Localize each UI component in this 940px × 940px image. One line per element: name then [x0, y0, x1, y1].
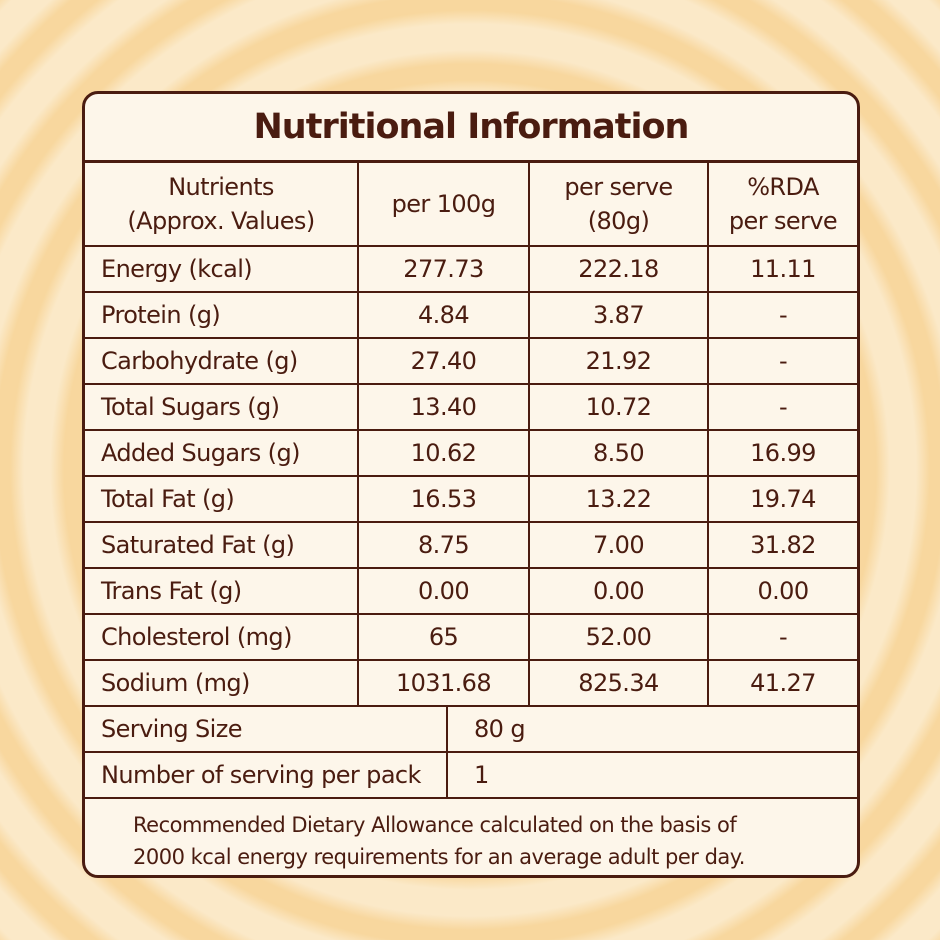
nutrient-name: Sodium (mg)	[85, 659, 359, 707]
serving-size-row: Serving Size 80 g	[85, 707, 857, 753]
value-rda: -	[707, 291, 857, 339]
table-header-row: Nutrients (Approx. Values) per 100g per …	[85, 163, 857, 247]
nutrient-name: Trans Fat (g)	[85, 567, 359, 615]
value-rda: 0.00	[707, 567, 857, 615]
header-per-100g-line1: per 100g	[391, 190, 496, 218]
header-rda-line1: %RDA	[747, 173, 819, 201]
value-rda: -	[707, 383, 857, 431]
header-nutrients: Nutrients (Approx. Values)	[85, 163, 359, 247]
nutrient-name: Energy (kcal)	[85, 245, 359, 293]
value-per-100g: 4.84	[357, 291, 530, 339]
nutrient-name: Cholesterol (mg)	[85, 613, 359, 661]
nutrient-name: Carbohydrate (g)	[85, 337, 359, 385]
value-per-100g: 65	[357, 613, 530, 661]
value-per-100g: 277.73	[357, 245, 530, 293]
value-rda: -	[707, 613, 857, 661]
header-rda-line2: per serve	[728, 207, 838, 235]
servings-per-pack-label: Number of serving per pack	[85, 752, 448, 799]
value-rda: 31.82	[707, 521, 857, 569]
header-per-100g: per 100g	[357, 163, 530, 247]
table-row-saturated-fat: Saturated Fat (g) 8.75 7.00 31.82	[85, 521, 857, 569]
header-rda: %RDA per serve	[707, 163, 857, 247]
value-per-100g: 0.00	[357, 567, 530, 615]
header-per-serve-line2: (80g)	[587, 207, 650, 235]
value-per-100g: 10.62	[357, 429, 530, 477]
value-per-100g: 1031.68	[357, 659, 530, 707]
value-per-100g: 16.53	[357, 475, 530, 523]
nutrient-name: Added Sugars (g)	[85, 429, 359, 477]
value-per-serve: 0.00	[528, 567, 709, 615]
servings-per-pack-value: 1	[446, 752, 857, 799]
table-row-cholesterol: Cholesterol (mg) 65 52.00 -	[85, 613, 857, 661]
table-row-trans-fat: Trans Fat (g) 0.00 0.00 0.00	[85, 567, 857, 615]
value-per-serve: 21.92	[528, 337, 709, 385]
footnote-line1: Recommended Dietary Allowance calculated…	[133, 813, 737, 837]
value-per-serve: 10.72	[528, 383, 709, 431]
value-rda: 19.74	[707, 475, 857, 523]
value-per-serve: 7.00	[528, 521, 709, 569]
header-nutrients-line1: Nutrients	[168, 173, 274, 201]
header-per-serve: per serve (80g)	[528, 163, 709, 247]
nutrient-name: Total Sugars (g)	[85, 383, 359, 431]
value-per-serve: 825.34	[528, 659, 709, 707]
serving-size-label: Serving Size	[85, 707, 448, 753]
panel-title: Nutritional Information	[85, 94, 857, 163]
value-per-serve: 52.00	[528, 613, 709, 661]
nutrition-label: Nutritional Information Nutrients (Appro…	[82, 91, 860, 878]
value-rda: -	[707, 337, 857, 385]
value-per-serve: 8.50	[528, 429, 709, 477]
header-per-serve-line1: per serve	[564, 173, 673, 201]
footnote-line2: 2000 kcal energy requirements for an ave…	[133, 845, 745, 869]
serving-table: Serving Size 80 g Number of serving per …	[85, 707, 857, 799]
table-row-carbohydrate: Carbohydrate (g) 27.40 21.92 -	[85, 337, 857, 385]
table-row-total-sugars: Total Sugars (g) 13.40 10.72 -	[85, 383, 857, 431]
table-row-energy: Energy (kcal) 277.73 222.18 11.11	[85, 245, 857, 293]
value-per-serve: 13.22	[528, 475, 709, 523]
value-per-100g: 8.75	[357, 521, 530, 569]
nutrient-name: Protein (g)	[85, 291, 359, 339]
value-rda: 16.99	[707, 429, 857, 477]
value-per-serve: 222.18	[528, 245, 709, 293]
table-row-sodium: Sodium (mg) 1031.68 825.34 41.27	[85, 659, 857, 707]
nutrition-table: Nutrients (Approx. Values) per 100g per …	[85, 163, 857, 707]
table-row-added-sugars: Added Sugars (g) 10.62 8.50 16.99	[85, 429, 857, 477]
value-per-100g: 13.40	[357, 383, 530, 431]
value-rda: 41.27	[707, 659, 857, 707]
nutrient-name: Saturated Fat (g)	[85, 521, 359, 569]
value-per-100g: 27.40	[357, 337, 530, 385]
value-per-serve: 3.87	[528, 291, 709, 339]
header-nutrients-line2: (Approx. Values)	[127, 207, 315, 235]
nutrient-name: Total Fat (g)	[85, 475, 359, 523]
footnote: Recommended Dietary Allowance calculated…	[85, 799, 857, 873]
serving-size-value: 80 g	[446, 707, 857, 753]
value-rda: 11.11	[707, 245, 857, 293]
table-row-total-fat: Total Fat (g) 16.53 13.22 19.74	[85, 475, 857, 523]
servings-per-pack-row: Number of serving per pack 1	[85, 752, 857, 799]
table-row-protein: Protein (g) 4.84 3.87 -	[85, 291, 857, 339]
